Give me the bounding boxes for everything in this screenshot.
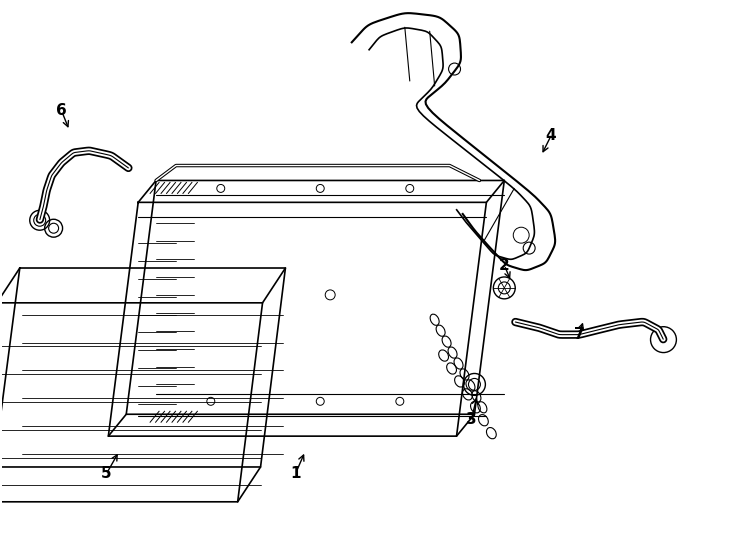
Text: 2: 2 [499,258,509,273]
Text: 3: 3 [466,411,477,427]
Text: 6: 6 [57,103,67,118]
Text: 1: 1 [290,467,301,482]
Text: 5: 5 [101,467,112,482]
Text: 7: 7 [573,327,584,342]
Text: 4: 4 [546,128,556,143]
